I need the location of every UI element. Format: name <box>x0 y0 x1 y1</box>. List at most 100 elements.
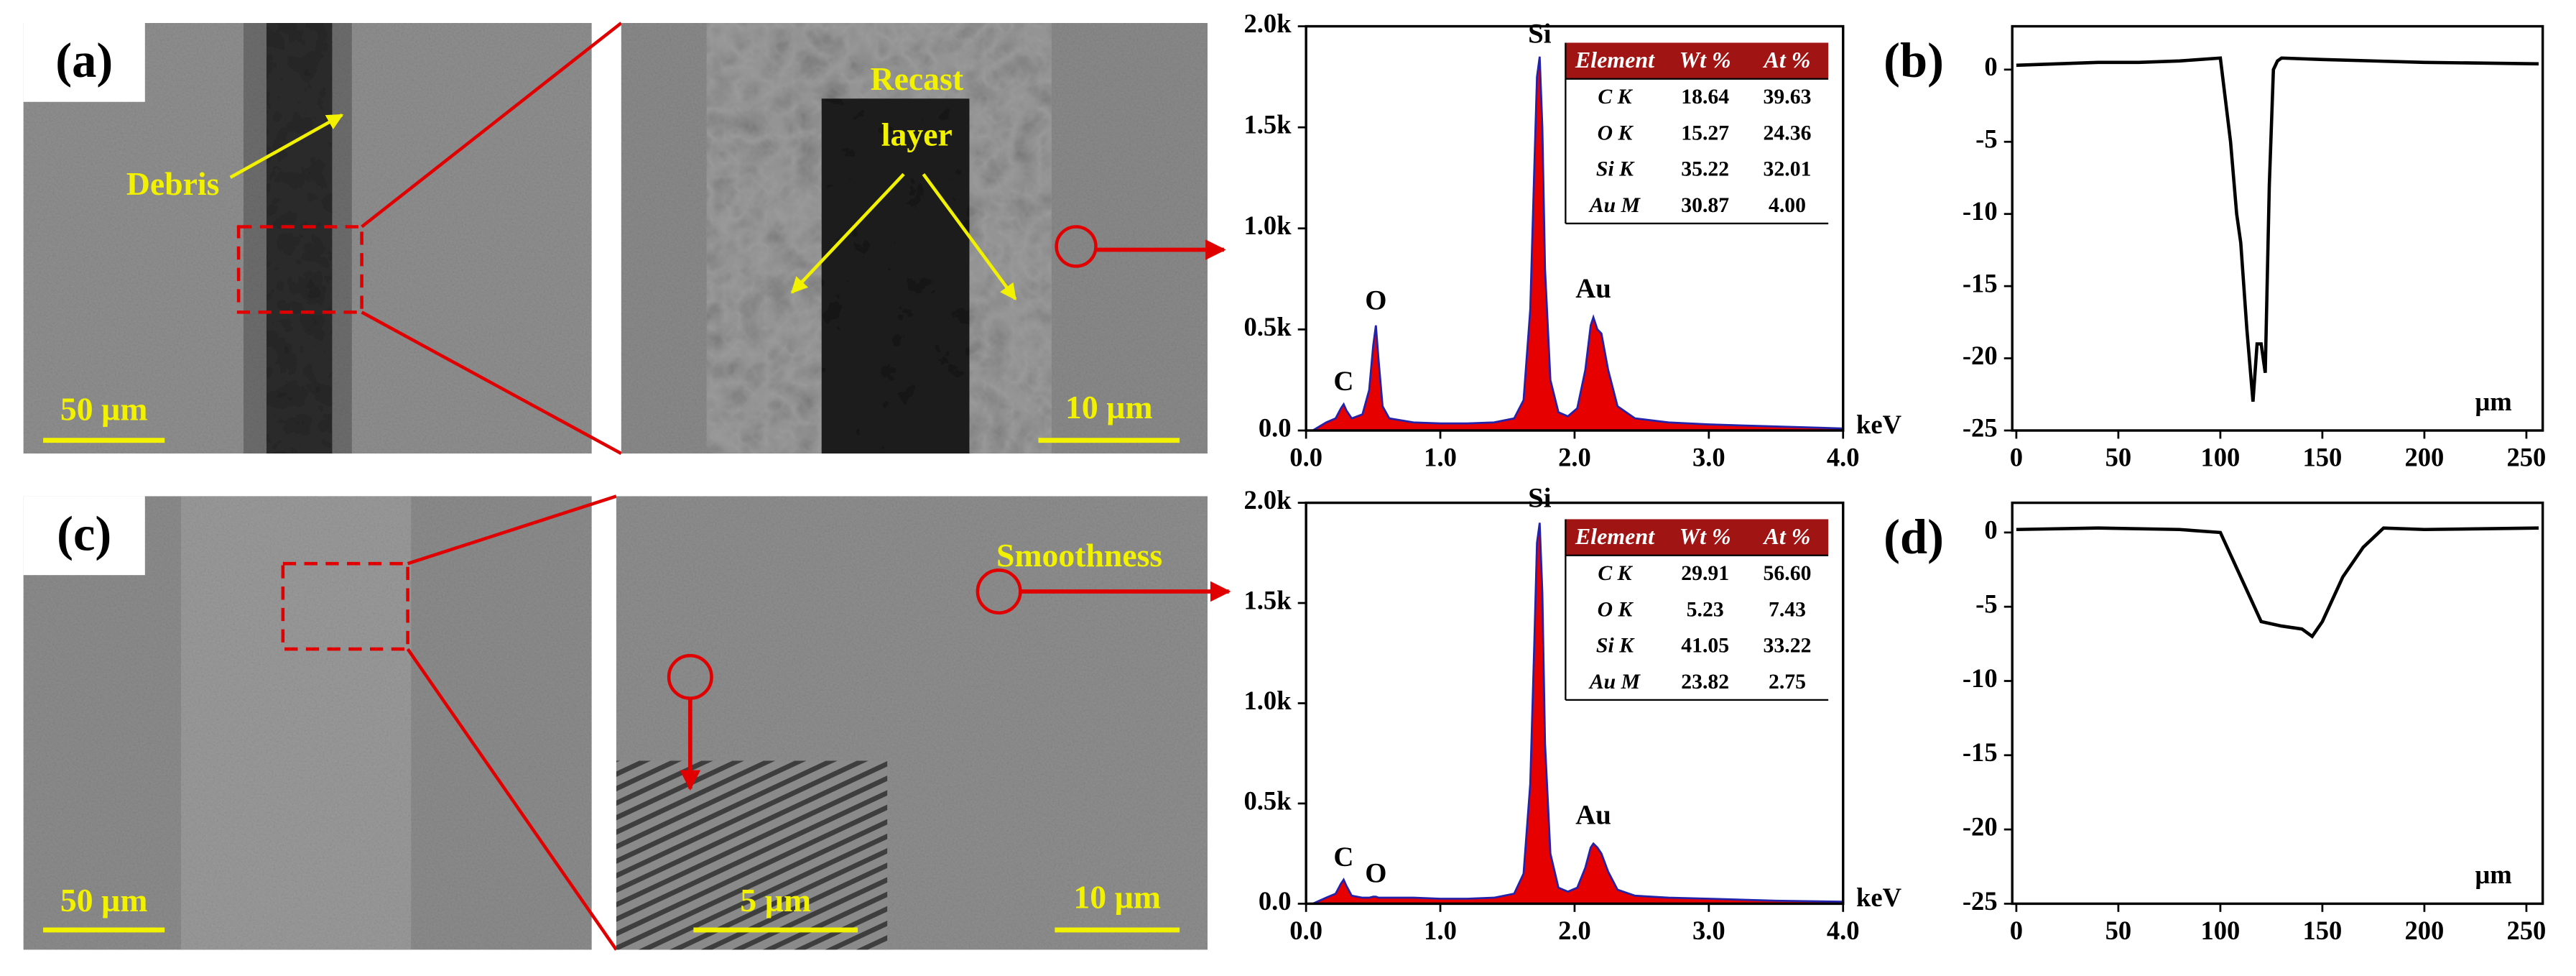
y-tick-label: 1.5k <box>1244 110 1292 139</box>
peak-label: C <box>1333 366 1353 397</box>
table-cell: O K <box>1598 598 1634 621</box>
peak-label: O <box>1365 285 1386 316</box>
table-cell: Au M <box>1588 671 1641 694</box>
table-cell: 15.27 <box>1681 121 1729 144</box>
panel-label: (c) <box>57 507 111 561</box>
x-axis-label: keV <box>1856 883 1901 912</box>
x-tick-label: 1.0 <box>1424 443 1457 472</box>
table-header: Wt % <box>1680 47 1731 73</box>
sem-image <box>23 496 592 950</box>
table-cell: 39.63 <box>1764 86 1812 109</box>
x-axis-label: μm <box>2475 860 2511 889</box>
table-bg <box>1565 555 1829 700</box>
y-tick-label: 2.0k <box>1244 9 1292 38</box>
sem-label: Debris <box>126 165 220 202</box>
x-tick-label: 50 <box>2105 916 2132 945</box>
x-tick-label: 250 <box>2507 443 2547 472</box>
sem-image <box>616 496 1208 950</box>
table-header: At % <box>1763 47 1811 73</box>
y-tick-label: -5 <box>1975 589 1997 619</box>
y-tick-label: 2.0k <box>1244 485 1292 515</box>
panel-label: (a) <box>55 33 113 88</box>
profile-line <box>2016 526 2539 639</box>
table-cell: C K <box>1598 86 1633 109</box>
table-header-bg <box>1565 519 1829 556</box>
table-cell: 5.23 <box>1687 598 1724 621</box>
x-axis-label: keV <box>1856 410 1901 439</box>
table-header: Wt % <box>1680 523 1731 549</box>
table-bg <box>1565 78 1829 224</box>
profile-line <box>2016 56 2539 402</box>
table-cell: 18.64 <box>1681 86 1729 109</box>
arrow <box>922 172 1017 300</box>
table-cell: 32.01 <box>1764 158 1812 181</box>
scale-label: 5 µm <box>740 882 811 919</box>
panel-label: (d) <box>1884 510 1944 564</box>
scale-label: 10 µm <box>1073 878 1161 915</box>
y-tick-label: -15 <box>1963 737 1998 767</box>
peak-label: Si <box>1528 483 1552 514</box>
y-tick-label: 0.0 <box>1259 413 1292 442</box>
table-cell: Au M <box>1588 194 1641 217</box>
arrow <box>229 114 344 179</box>
x-tick-label: 4.0 <box>1827 443 1860 472</box>
spectrum <box>1312 522 1845 905</box>
peak-label: C <box>1333 842 1353 873</box>
spot-marker <box>1055 225 1098 268</box>
x-tick-label: 0.0 <box>1289 916 1322 945</box>
x-tick-label: 3.0 <box>1692 443 1725 472</box>
y-tick-label: 0.5k <box>1244 312 1292 341</box>
arrow <box>790 172 905 294</box>
y-tick-label: -25 <box>1963 413 1998 442</box>
table-cell: 30.87 <box>1681 194 1729 217</box>
table-cell: 4.00 <box>1769 194 1806 217</box>
y-tick-label: 0 <box>1984 52 1997 81</box>
x-tick-label: 0 <box>2010 916 2023 945</box>
table-cell: Si K <box>1596 635 1635 658</box>
table-cell: 56.60 <box>1764 562 1812 585</box>
scale-label: 50 µm <box>60 390 148 427</box>
table-header: At % <box>1763 523 1811 549</box>
x-tick-label: 0 <box>2010 443 2023 472</box>
y-tick-label: -15 <box>1963 269 1998 298</box>
spectrum <box>1312 56 1845 432</box>
x-tick-label: 100 <box>2200 916 2240 945</box>
table-cell: C K <box>1598 562 1633 585</box>
scale-label: 50 µm <box>60 882 148 919</box>
peak-label: Si <box>1528 19 1552 50</box>
zoom-line <box>361 310 622 455</box>
x-tick-label: 200 <box>2405 443 2445 472</box>
x-tick-label: 150 <box>2302 916 2342 945</box>
table-header: Element <box>1575 523 1655 549</box>
y-tick-label: -20 <box>1963 341 1998 370</box>
x-tick-label: 3.0 <box>1692 916 1725 945</box>
sem-image <box>23 23 592 454</box>
y-tick-label: -5 <box>1975 124 1997 154</box>
plot-frame <box>2011 501 2544 906</box>
table-cell: 35.22 <box>1681 158 1729 181</box>
panel-label: (b) <box>1884 33 1944 88</box>
plot-frame <box>2011 24 2544 432</box>
zoom-line <box>361 22 623 229</box>
sem-image <box>621 23 1208 454</box>
y-tick-label: 0 <box>1984 515 1997 544</box>
x-tick-label: 0.0 <box>1289 443 1322 472</box>
scale-label: 10 µm <box>1065 389 1153 425</box>
table-cell: Si K <box>1596 158 1635 181</box>
x-tick-label: 100 <box>2200 443 2240 472</box>
x-axis-label: μm <box>2475 387 2511 416</box>
x-tick-label: 150 <box>2302 443 2342 472</box>
table-cell: 23.82 <box>1681 671 1729 694</box>
sem-label: layer <box>881 116 953 153</box>
y-tick-label: 1.0k <box>1244 686 1292 715</box>
peak-label: Au <box>1575 273 1611 304</box>
table-cell: 24.36 <box>1764 121 1812 144</box>
zoom-box <box>236 225 363 314</box>
x-tick-label: 2.0 <box>1558 443 1591 472</box>
x-tick-label: 1.0 <box>1424 916 1457 945</box>
table-cell: 41.05 <box>1681 635 1729 658</box>
table-header-bg <box>1565 42 1829 79</box>
sem-label: Recast <box>871 60 964 97</box>
sem-label: Smoothness <box>996 537 1162 574</box>
